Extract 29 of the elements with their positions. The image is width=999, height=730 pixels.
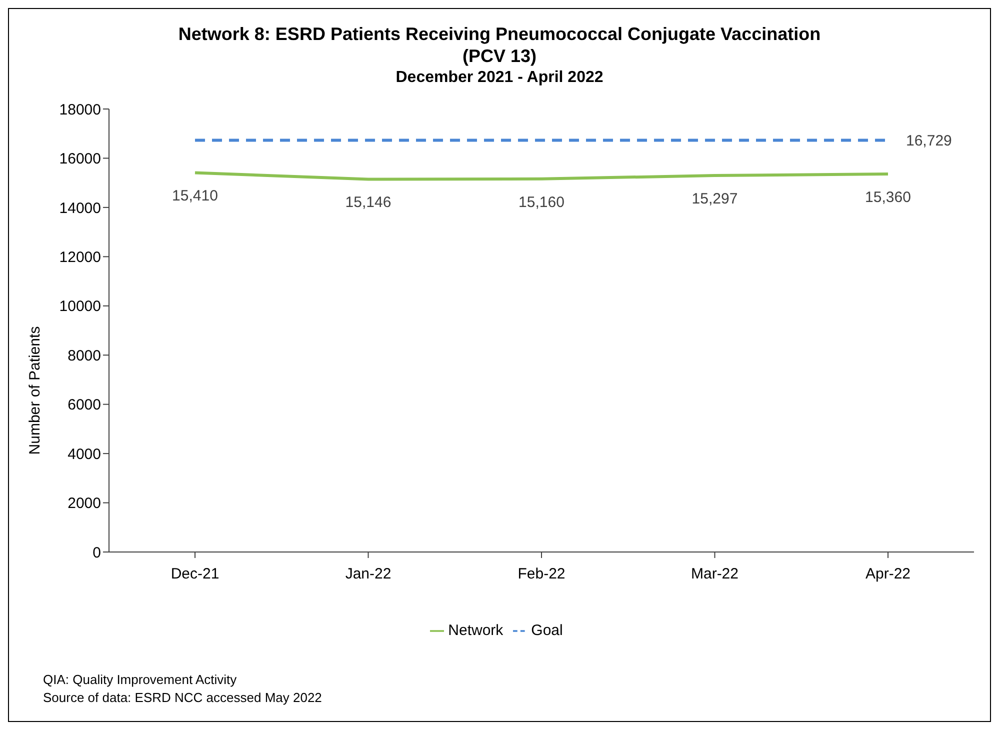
data-label: 15,146 [345, 194, 392, 212]
y-tick-label: 8000 [68, 347, 101, 364]
line-series [194, 171, 890, 181]
x-tick-label: Mar-22 [690, 566, 739, 583]
x-tick-label: Dec-21 [170, 566, 220, 583]
data-label: 16,729 [906, 132, 952, 150]
y-tick-label: 14000 [59, 200, 101, 217]
data-label: 15,410 [172, 188, 218, 205]
chart-title: Network 8: ESRD Patients Receiving Pneumococcal Conjugate Vaccination (PCV 13) [177, 23, 822, 67]
y-tick-label: 12000 [59, 248, 101, 266]
y-tick-label: 6000 [68, 396, 101, 414]
y-tick-label: 10000 [59, 298, 101, 316]
y-tick-label: 18000 [59, 101, 101, 118]
chart-subtitle: December 2021 - April 2022 [394, 68, 604, 88]
source-note: Source of data: ESRD NCC accessed May 2022 [43, 689, 322, 707]
text: QIA: Quality Improvement Activity [43, 671, 238, 689]
y-tick-label: 4000 [68, 446, 101, 463]
y-tick-label: 16000 [59, 150, 101, 168]
y-tick-label: 0 [92, 544, 101, 562]
y-axis-title: Number of Patients [26, 326, 44, 455]
data-label: 15,360 [865, 188, 911, 206]
x-tick-label: Feb-22 [518, 566, 566, 583]
x-tick-label: Jan-22 [345, 566, 392, 583]
data-label: 15,297 [692, 190, 738, 208]
legend-label: Goal [531, 622, 563, 639]
legend-label: Network [448, 622, 504, 639]
data-label: 15,160 [518, 194, 564, 211]
y-tick-label: 2000 [68, 495, 101, 512]
x-tick-label: Apr-22 [865, 566, 911, 583]
